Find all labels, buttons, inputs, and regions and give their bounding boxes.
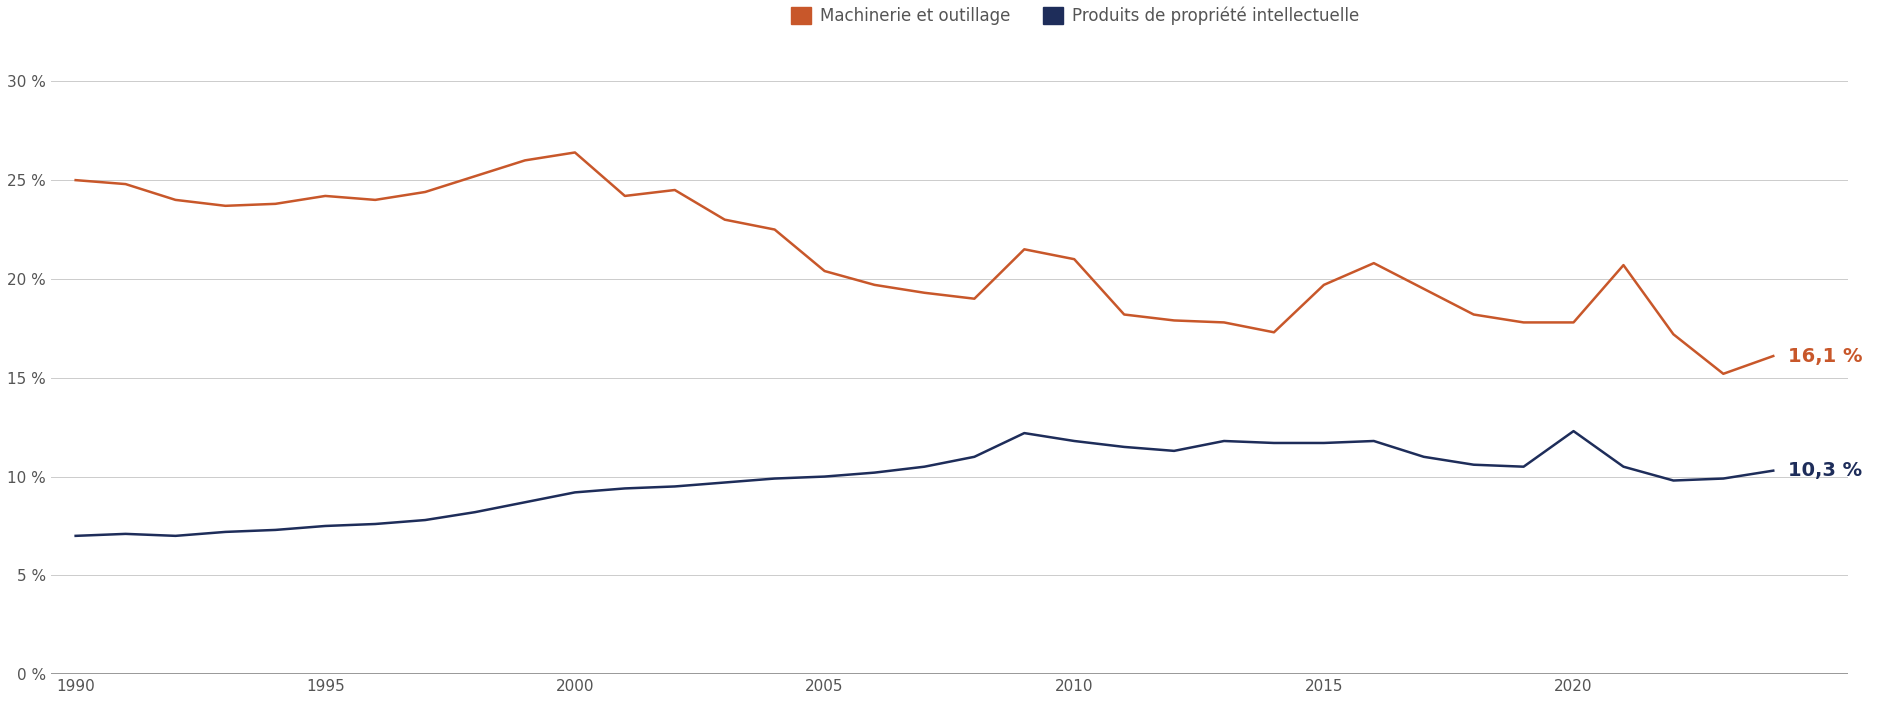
- Text: 16,1 %: 16,1 %: [1788, 346, 1861, 365]
- Text: 10,3 %: 10,3 %: [1788, 461, 1861, 480]
- Legend: Machinerie et outillage, Produits de propriété intellectuelle: Machinerie et outillage, Produits de pro…: [784, 0, 1365, 32]
